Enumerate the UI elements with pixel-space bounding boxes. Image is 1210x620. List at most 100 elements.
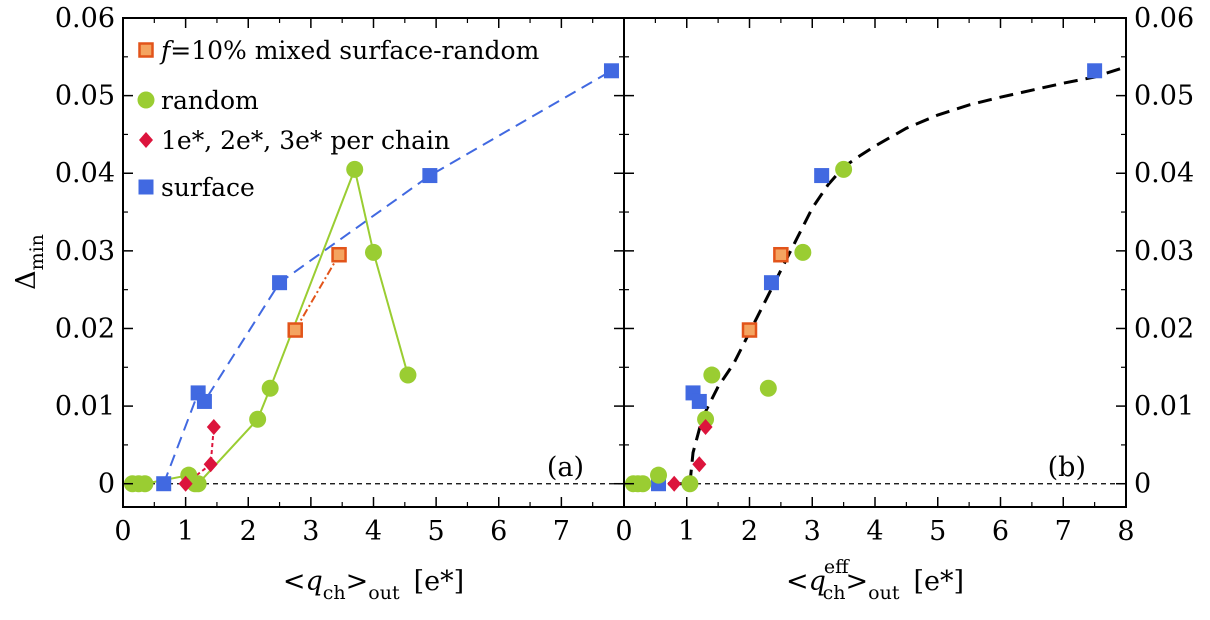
y-axis-title: Δmin: [11, 234, 48, 290]
legend-label-surface: surface: [161, 173, 255, 202]
y-tick-label: 0.04: [55, 158, 115, 189]
legend-text: =10% mixed surface-random: [170, 36, 539, 65]
x-tick-label: 3: [302, 516, 319, 547]
panel-b: 0 1 2 3 4 5 6 7 800.010.020.030.040.050.06(b)<qe…: [615, 3, 1194, 604]
data-point-random: [365, 243, 382, 261]
y-tick-label: 0.06: [55, 3, 115, 34]
data-point-random: [681, 475, 699, 493]
data-point-charged: [698, 419, 713, 436]
data-point-random: [703, 366, 721, 384]
y-axis-subscript: min: [26, 234, 48, 270]
y-tick-label: 0: [98, 469, 115, 500]
panel-a: 0 1 2 3 4 5 6 7 0 0.01 0.02 0.03 0.04 0.05 0.06 (a) <qch…: [11, 3, 625, 604]
x-axis-title: <qeff ch>out [e*]: [786, 556, 964, 604]
x-axis-subscript: ch: [823, 582, 846, 604]
x-tick-label: 5: [428, 516, 445, 547]
data-point-random: [189, 475, 207, 493]
data-point-mixed: [773, 246, 789, 263]
legend: f=10% mixed surface-random random 1e*, 2e*…: [137, 36, 540, 202]
x-axis-variable: q: [809, 566, 826, 597]
data-point-random: [650, 466, 668, 484]
y-tick-label-right: 0.05: [1134, 81, 1194, 112]
x-axis-bracket-close: >: [846, 566, 869, 597]
x-axis-unit: [e*]: [913, 566, 964, 597]
x-tick-label: 1: [177, 516, 194, 547]
x-tick-label: 1: [678, 516, 695, 547]
data-point-charged: [206, 419, 221, 436]
data-point-surface: [156, 476, 172, 492]
legend-marker-mixed: [138, 42, 154, 58]
panel-label: (a): [547, 452, 584, 483]
data-point-random: [249, 410, 267, 428]
x-tick-label: 6: [992, 516, 1009, 547]
legend-text: 1e*, 2e*, 3e* per chain: [161, 126, 450, 155]
y-tick-label: 0.03: [55, 236, 115, 267]
legend-text: surface: [161, 173, 255, 202]
y-tick-label: 0.01: [55, 391, 115, 422]
x-axis-title: <qch>out [e*]: [283, 566, 464, 604]
data-point-random: [261, 379, 279, 397]
legend-text: random: [161, 86, 259, 115]
x-tick-label: 8: [1117, 516, 1134, 547]
x-tick-label: 7: [553, 516, 570, 547]
y-tick-label-right: 0.06: [1134, 3, 1194, 34]
y-tick-label-right: 0.04: [1134, 158, 1194, 189]
y-tick-label-right: 0.02: [1134, 313, 1194, 344]
data-point-mixed: [331, 246, 347, 263]
series-line-surface: [162, 69, 612, 485]
data-point-surface: [814, 168, 830, 184]
legend-marker-surface: [138, 179, 154, 195]
x-tick-label: 0: [615, 516, 632, 547]
x-tick-label: 4: [866, 516, 883, 547]
x-tick-label: 7: [1055, 516, 1072, 547]
data-point-surface: [272, 275, 288, 291]
y-tick-label: 0.05: [55, 81, 115, 112]
panel-label: (b): [1048, 452, 1086, 483]
data-point-random: [634, 475, 652, 493]
x-axis-subscript-out: out: [368, 582, 400, 604]
x-axis-unit: [e*]: [414, 566, 465, 597]
x-tick-label: 4: [365, 516, 382, 547]
data-point-mixed: [287, 322, 303, 338]
x-axis-variable: q: [305, 566, 322, 597]
legend-label-random: random: [161, 86, 259, 115]
data-point-mixed: [741, 322, 758, 338]
data-point-random: [136, 475, 154, 493]
x-tick-label: 2: [240, 516, 257, 547]
x-axis-bracket-open: <: [283, 566, 306, 597]
legend-label-charged: 1e*, 2e*, 3e* per chain: [161, 126, 450, 155]
data-point-charged: [692, 456, 707, 473]
x-tick-label: 3: [804, 516, 821, 547]
series-line-random: [132, 165, 409, 485]
data-point-surface: [1087, 63, 1103, 79]
data-point-charged: [667, 475, 682, 492]
data-point-surface: [763, 275, 779, 291]
data-point-random: [346, 160, 364, 178]
x-tick-label: 2: [741, 516, 758, 547]
legend-italic-prefix: f: [159, 36, 174, 65]
data-point-surface: [691, 393, 707, 409]
x-tick-label: 0: [114, 516, 131, 547]
x-axis-subscript: ch: [323, 582, 346, 604]
y-tick-label-right: 0: [1134, 469, 1151, 500]
data-point-charged: [203, 456, 218, 473]
y-axis-symbol: Δ: [11, 270, 42, 290]
x-axis-bracket-close: >: [346, 566, 369, 597]
data-point-surface: [422, 168, 438, 184]
x-axis-subscript-out: out: [868, 582, 900, 604]
data-point-surface: [196, 393, 212, 409]
legend-marker-random: [137, 91, 155, 109]
series-line-mixed: [294, 254, 340, 331]
fit-curve: [624, 65, 1127, 486]
x-tick-label: 5: [929, 516, 946, 547]
x-axis-superscript: eff: [824, 556, 850, 578]
x-tick-label: 6: [490, 516, 507, 547]
data-point-random: [835, 160, 853, 178]
x-axis-bracket-open: <: [786, 566, 809, 597]
data-point-random: [399, 366, 417, 384]
legend-label-mixed: f=10% mixed surface-random: [159, 36, 540, 65]
legend-marker-charged: [139, 132, 153, 148]
data-point-charged: [178, 475, 193, 492]
data-point-surface: [603, 63, 619, 79]
